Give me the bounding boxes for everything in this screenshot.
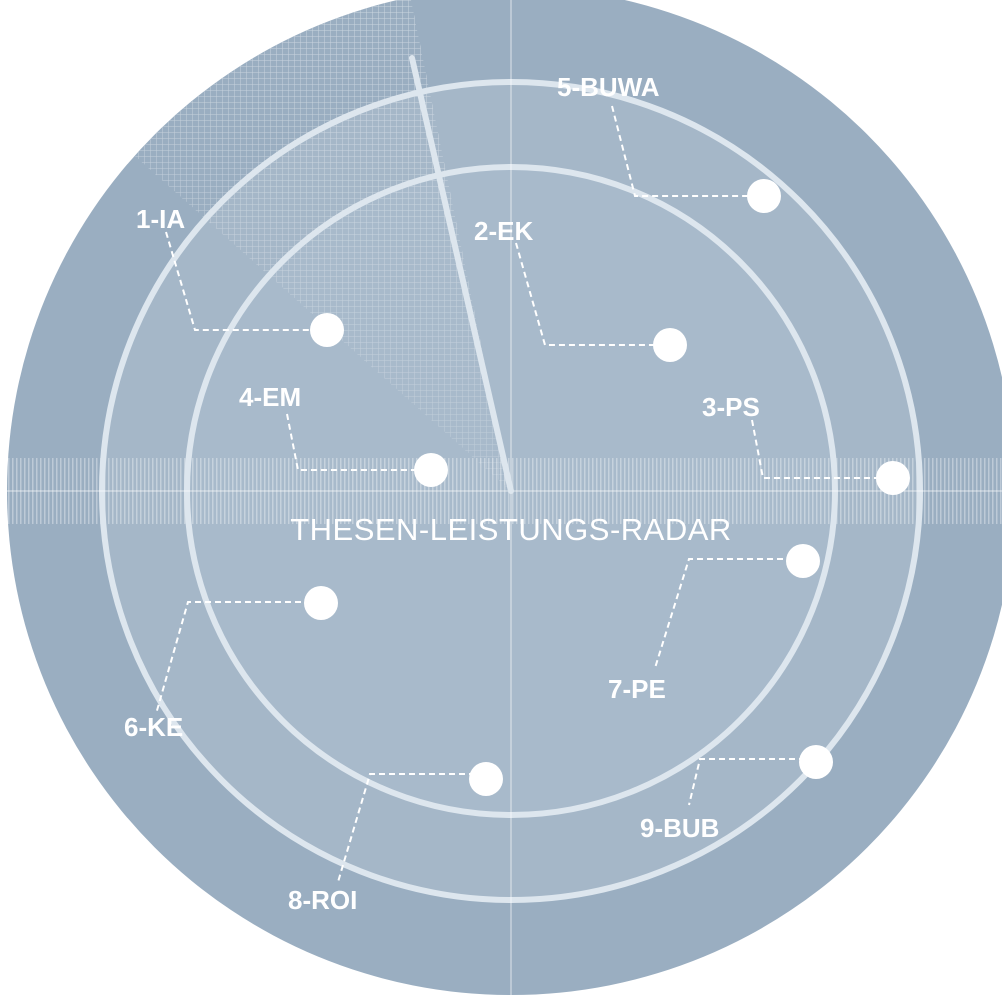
marker-dot bbox=[469, 762, 503, 796]
leader-line bbox=[515, 242, 670, 346]
marker-9-bub: 9-BUB bbox=[640, 745, 833, 843]
leader-line bbox=[286, 413, 431, 471]
radar-title: THESEN-LEISTUNGS-RADAR bbox=[290, 512, 732, 547]
marker-label: 3-PS bbox=[702, 392, 760, 422]
marker-6-ke: 6-KE bbox=[124, 586, 338, 742]
leader-line bbox=[155, 601, 321, 715]
leader-line bbox=[337, 773, 485, 883]
marker-dot bbox=[414, 453, 448, 487]
marker-dot bbox=[786, 544, 820, 578]
marker-dot bbox=[653, 328, 687, 362]
marker-dot bbox=[799, 745, 833, 779]
marker-label: 2-EK bbox=[474, 216, 533, 246]
leader-line bbox=[654, 558, 803, 669]
leader-line bbox=[165, 231, 327, 331]
marker-8-roi: 8-ROI bbox=[288, 762, 503, 915]
marker-label: 4-EM bbox=[239, 382, 301, 412]
leader-line bbox=[688, 758, 815, 806]
marker-label: 6-KE bbox=[124, 712, 183, 742]
marker-dot bbox=[304, 586, 338, 620]
leader-line bbox=[751, 419, 893, 479]
marker-4-em: 4-EM bbox=[239, 382, 448, 487]
marker-label: 8-ROI bbox=[288, 885, 357, 915]
radar-sweep-hand bbox=[409, 55, 514, 494]
marker-label: 7-PE bbox=[608, 674, 666, 704]
radar-outer-ring bbox=[99, 79, 923, 903]
marker-2-ek: 2-EK bbox=[474, 216, 687, 362]
marker-dot bbox=[310, 313, 344, 347]
marker-label: 1-IA bbox=[136, 204, 185, 234]
marker-5-buwa: 5-BUWA bbox=[557, 72, 781, 213]
leader-line bbox=[611, 105, 764, 197]
marker-dot bbox=[747, 179, 781, 213]
marker-7-pe: 7-PE bbox=[608, 544, 820, 704]
marker-3-ps: 3-PS bbox=[702, 392, 910, 495]
radar-inner-ring bbox=[184, 164, 838, 818]
marker-dot bbox=[876, 461, 910, 495]
marker-label: 9-BUB bbox=[640, 813, 719, 843]
marker-1-ia: 1-IA bbox=[136, 204, 344, 347]
marker-label: 5-BUWA bbox=[557, 72, 660, 102]
